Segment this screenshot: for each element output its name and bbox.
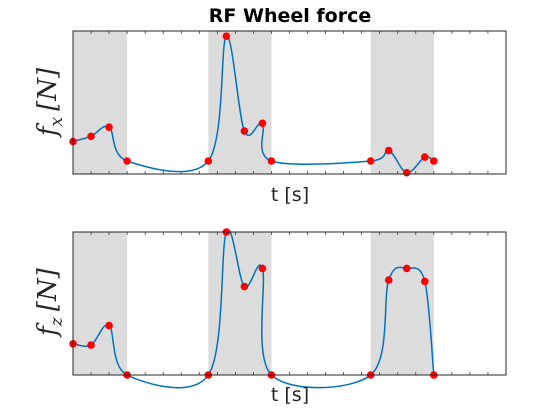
data-point: [105, 123, 113, 131]
data-point: [402, 168, 411, 177]
x-axis-label-fz: t [s]: [271, 384, 309, 406]
data-point: [402, 264, 411, 273]
data-point: [258, 264, 267, 273]
shaded-interval: [208, 232, 272, 375]
shaded-interval: [208, 31, 272, 174]
series-line: [72, 35, 435, 174]
data-point: [87, 341, 95, 349]
shaded-interval: [370, 232, 434, 375]
subplot-fz: t [s] fz[N]: [33, 228, 507, 406]
data-point: [222, 32, 231, 40]
data-point: [204, 157, 213, 165]
data-point: [421, 277, 429, 286]
data-point: [105, 321, 113, 330]
x-axis-label-fx: t [s]: [271, 184, 309, 206]
data-point: [384, 276, 393, 284]
chart-title: RF Wheel force: [209, 5, 371, 27]
data-point: [258, 119, 267, 128]
shaded-interval: [370, 31, 434, 174]
subplot-fx: t [s] fx[N]: [33, 30, 507, 206]
data-point: [366, 157, 375, 165]
data-point: [267, 157, 276, 165]
axes-frame-fz: [72, 231, 507, 376]
shaded-interval: [73, 232, 128, 375]
data-point: [421, 153, 429, 161]
data-point: [87, 132, 95, 141]
series-line: [72, 229, 435, 389]
data-point: [430, 157, 438, 165]
data-point: [240, 127, 249, 135]
data-point: [123, 157, 131, 165]
data-point: [384, 146, 393, 155]
shaded-interval: [73, 31, 128, 174]
axes-frame-fx: [72, 30, 507, 175]
y-axis-label-fx: fx[N]: [33, 67, 67, 138]
data-point: [240, 282, 249, 291]
y-axis-label-fz: fz[N]: [33, 267, 67, 337]
